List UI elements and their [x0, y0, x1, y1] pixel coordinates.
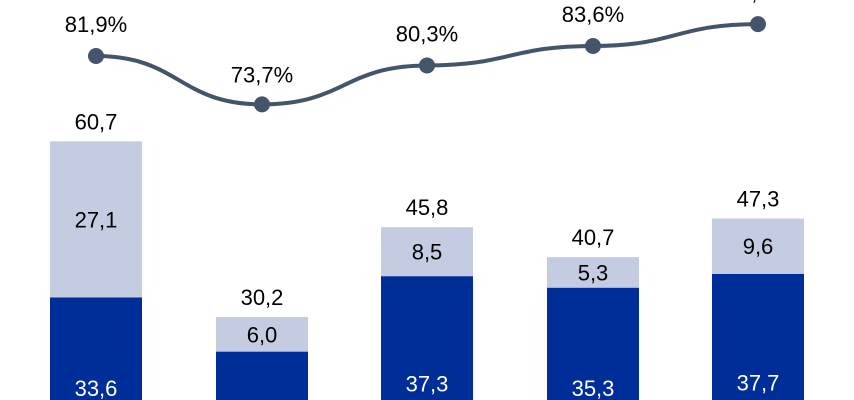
bar-label: 9,6 — [743, 234, 774, 259]
bar-segment — [216, 351, 308, 400]
line-point — [750, 16, 766, 33]
bar-label: 5,3 — [578, 260, 609, 285]
bar-segment — [547, 257, 639, 288]
total-label: 40,7 — [572, 225, 615, 250]
bar-label: 27,1 — [75, 207, 118, 232]
bar-segment — [50, 297, 142, 400]
bar-segment — [712, 218, 804, 274]
bar-segment — [712, 273, 804, 400]
total-label: 45,8 — [406, 195, 449, 220]
total-label: 60,7 — [75, 109, 118, 134]
bar-label: 6,0 — [247, 322, 278, 347]
line-label: 83,6% — [562, 2, 624, 27]
bar-label: 37,7 — [737, 370, 780, 395]
bar-segment — [50, 141, 142, 298]
bar-label: 35,3 — [572, 376, 615, 400]
line-label: 81,9% — [65, 12, 127, 37]
line-point — [88, 48, 104, 64]
bar-segment — [216, 317, 308, 352]
bar-segment — [381, 227, 473, 277]
bar-label: 33,6 — [75, 376, 118, 400]
line-label: 87,3% — [727, 0, 789, 5]
line-point — [419, 57, 435, 74]
bar-label: 37,3 — [406, 372, 449, 397]
total-label: 30,2 — [241, 285, 284, 310]
line-label: 80,3% — [396, 21, 458, 46]
line-label: 73,7% — [231, 62, 293, 87]
bar-label: 8,5 — [412, 240, 443, 265]
line-point — [254, 96, 270, 113]
bar-segment — [547, 287, 639, 400]
line-point — [585, 37, 601, 54]
bar-segment — [381, 276, 473, 400]
total-label: 47,3 — [737, 187, 780, 212]
